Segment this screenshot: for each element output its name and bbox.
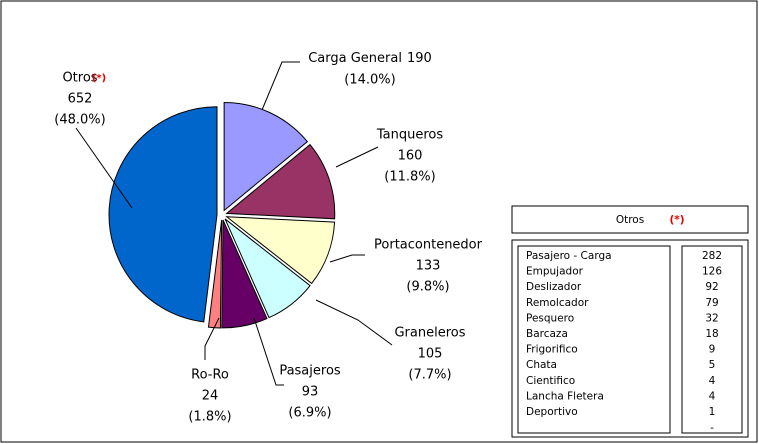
slice-value: 105: [418, 347, 443, 362]
table-row-count: 18: [705, 328, 718, 340]
pie-slice: [108, 106, 218, 323]
table-row-count: 1: [709, 406, 716, 418]
slice-name: Pasajeros: [279, 364, 341, 379]
slice-value: 24: [202, 389, 219, 404]
pie-slice: [225, 143, 336, 220]
table-header-box: [511, 205, 749, 234]
table-row-name: Pesquero: [526, 312, 574, 324]
slice-name: Tanqueros: [376, 128, 443, 143]
pie-slice: [223, 101, 309, 212]
pie-slice: [225, 216, 336, 285]
table-note: (*): [669, 214, 684, 226]
slice-share: (48.0%): [54, 113, 105, 128]
table-row-count: 9: [709, 344, 716, 356]
table-row-count: 126: [702, 266, 722, 278]
leader-line: [335, 146, 379, 168]
slice-value: 652: [68, 92, 93, 107]
slice-value: 160: [398, 149, 423, 164]
table-row-name: Chata: [526, 359, 557, 371]
table-row-name: Frigorifico: [526, 344, 578, 356]
table-row-count: 4: [709, 390, 716, 402]
slice-share: (7.7%): [408, 368, 451, 383]
table-row-count: 4: [709, 375, 716, 387]
slice-name: Portacontenedor: [374, 238, 483, 253]
slice-share: (1.8%): [188, 410, 231, 425]
leader-line: [253, 317, 284, 386]
table-title: Otros: [616, 214, 644, 226]
table-row-name: Lancha Fletera: [526, 390, 604, 402]
leader-line: [315, 299, 393, 346]
table-row-count: 5: [709, 359, 716, 371]
table-row-name: Remolcador: [526, 297, 589, 309]
table-row-name: Barcaza: [526, 328, 568, 340]
table-row-name: Deslizador: [526, 281, 582, 293]
table-row-name: Empujador: [526, 266, 584, 278]
annotation: (*): [92, 73, 106, 84]
table-footer-mark: -: [710, 422, 714, 434]
table-name-column: [517, 245, 671, 434]
leader-line: [329, 254, 365, 263]
leader-line: [261, 61, 300, 111]
table-row-count: 79: [705, 297, 718, 309]
slice-name: Otros: [62, 71, 97, 86]
table-row-name: Cientifico: [526, 375, 575, 387]
pie-slice: [224, 218, 311, 319]
table-count-column: [681, 245, 743, 434]
slice-name: Graneleros: [394, 326, 465, 341]
table-row-count: 92: [705, 281, 718, 293]
slice-share: (11.8%): [384, 170, 435, 185]
slice-name: Ro-Ro: [191, 368, 229, 383]
pie-slice: [221, 219, 268, 329]
table-row-count: 282: [702, 250, 722, 262]
table-row-count: 32: [705, 312, 718, 324]
slice-value: 133: [416, 259, 441, 274]
slice-value: 190: [407, 51, 432, 66]
slice-label: Carga General 190: [308, 51, 432, 66]
leader-line: [204, 317, 220, 360]
leader-line: [75, 127, 133, 209]
table-row-name: Pasajero - Carga: [526, 250, 612, 262]
slice-name: Carga General: [308, 51, 402, 66]
slice-share: (9.8%): [406, 280, 449, 295]
table-row-name: Deportivo: [526, 406, 578, 418]
slice-value: 93: [302, 385, 319, 400]
slice-share: (14.0%): [344, 73, 395, 88]
slice-share: (6.9%): [288, 406, 331, 421]
